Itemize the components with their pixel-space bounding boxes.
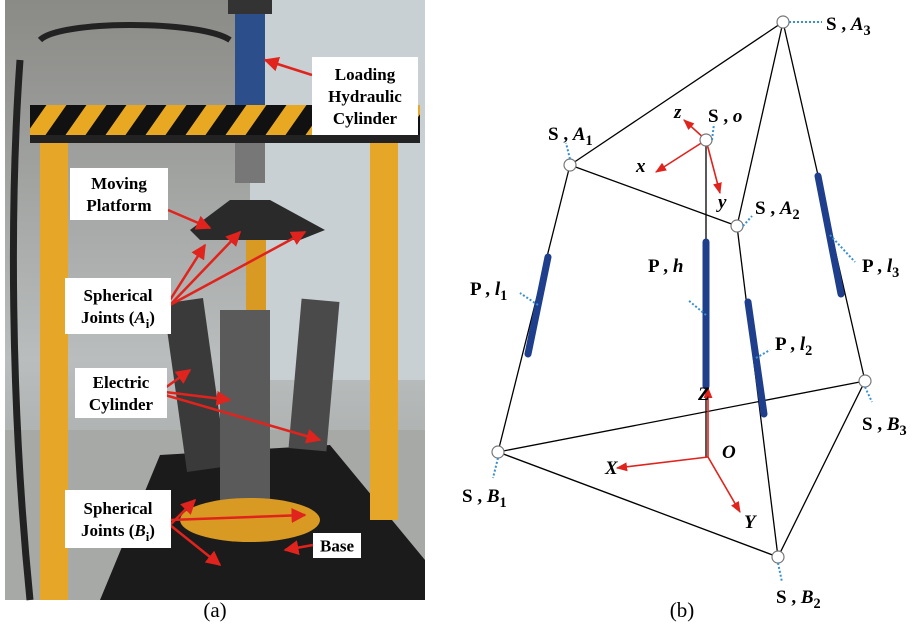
subscript: 3	[864, 23, 871, 39]
label: Base	[320, 537, 354, 556]
subscript: 1	[500, 495, 507, 511]
label: P , l1	[470, 279, 507, 304]
label: S , B3	[862, 414, 907, 439]
subscript: 3	[892, 265, 899, 281]
label: S , A1	[548, 124, 593, 149]
label-part: A	[779, 198, 793, 219]
label-part: S ,	[826, 14, 851, 35]
label: S , o	[708, 106, 742, 127]
label-part: S ,	[862, 414, 887, 435]
label-part: B	[486, 486, 500, 507]
label-part: )	[149, 308, 155, 327]
label: Hydraulic	[328, 87, 402, 106]
axis-label: y	[716, 192, 727, 213]
label: S , A2	[755, 198, 800, 223]
label-part: S ,	[462, 486, 487, 507]
diagram	[492, 16, 872, 582]
label-part: P ,	[648, 256, 673, 277]
label-part: S ,	[755, 198, 780, 219]
label-part: B	[886, 414, 900, 435]
label-part: B	[133, 521, 145, 540]
label-part: o	[733, 106, 743, 127]
label-part: )	[149, 521, 155, 540]
label-part: Spherical	[84, 286, 153, 305]
axis-label: Y	[744, 512, 758, 533]
label-part: Cylinder	[333, 109, 398, 128]
subscript: 2	[793, 207, 800, 223]
label-part: Cylinder	[89, 395, 154, 414]
label-part: Joints (	[81, 521, 135, 540]
label-part: Loading	[335, 65, 396, 84]
axis-label: X	[604, 458, 619, 479]
label: S , A3	[826, 14, 871, 39]
label-part: Moving	[91, 174, 147, 193]
label-part: B	[800, 587, 814, 608]
label-part: P ,	[775, 334, 800, 355]
caption: (b)	[670, 598, 695, 622]
label-part: P ,	[862, 256, 887, 277]
label: P , h	[648, 256, 683, 277]
axis-label: x	[635, 156, 646, 177]
label-part: P ,	[470, 279, 495, 300]
label-part: Joints (	[81, 308, 135, 327]
axis-label: Z	[697, 384, 710, 405]
subscript: 1	[500, 288, 507, 304]
figure: Loading Hydraulic Cylinder Moving Platform Sp…	[0, 0, 915, 629]
label: S , B1	[462, 486, 507, 511]
caption: (a)	[203, 598, 226, 622]
label-part: A	[850, 14, 864, 35]
label-part: A	[572, 124, 586, 145]
label-part: A	[133, 308, 145, 327]
label-part: S ,	[548, 124, 573, 145]
label-part: Spherical	[84, 499, 153, 518]
label-part: S ,	[708, 106, 733, 127]
label: S , B2	[776, 587, 821, 612]
label-part: Platform	[86, 196, 151, 215]
label: Moving	[91, 174, 147, 193]
label-part: Electric	[93, 373, 150, 392]
label: Spherical	[84, 286, 153, 305]
axis-label: O	[722, 442, 736, 463]
subscript: 2	[805, 343, 812, 359]
label-part: h	[673, 256, 684, 277]
label-part: Base	[320, 537, 354, 556]
label: Loading	[335, 65, 396, 84]
subscript: 2	[814, 596, 821, 612]
label-part: Hydraulic	[328, 87, 402, 106]
subscript: 3	[900, 423, 907, 439]
axis-label: z	[673, 102, 682, 123]
subscript: 1	[586, 133, 593, 149]
label: P , l3	[862, 256, 899, 281]
label: P , l2	[775, 334, 812, 359]
label: Electric	[93, 373, 150, 392]
label: Cylinder	[89, 395, 154, 414]
label: Spherical	[84, 499, 153, 518]
label-part: S ,	[776, 587, 801, 608]
label: Platform	[86, 196, 151, 215]
label: Cylinder	[333, 109, 398, 128]
